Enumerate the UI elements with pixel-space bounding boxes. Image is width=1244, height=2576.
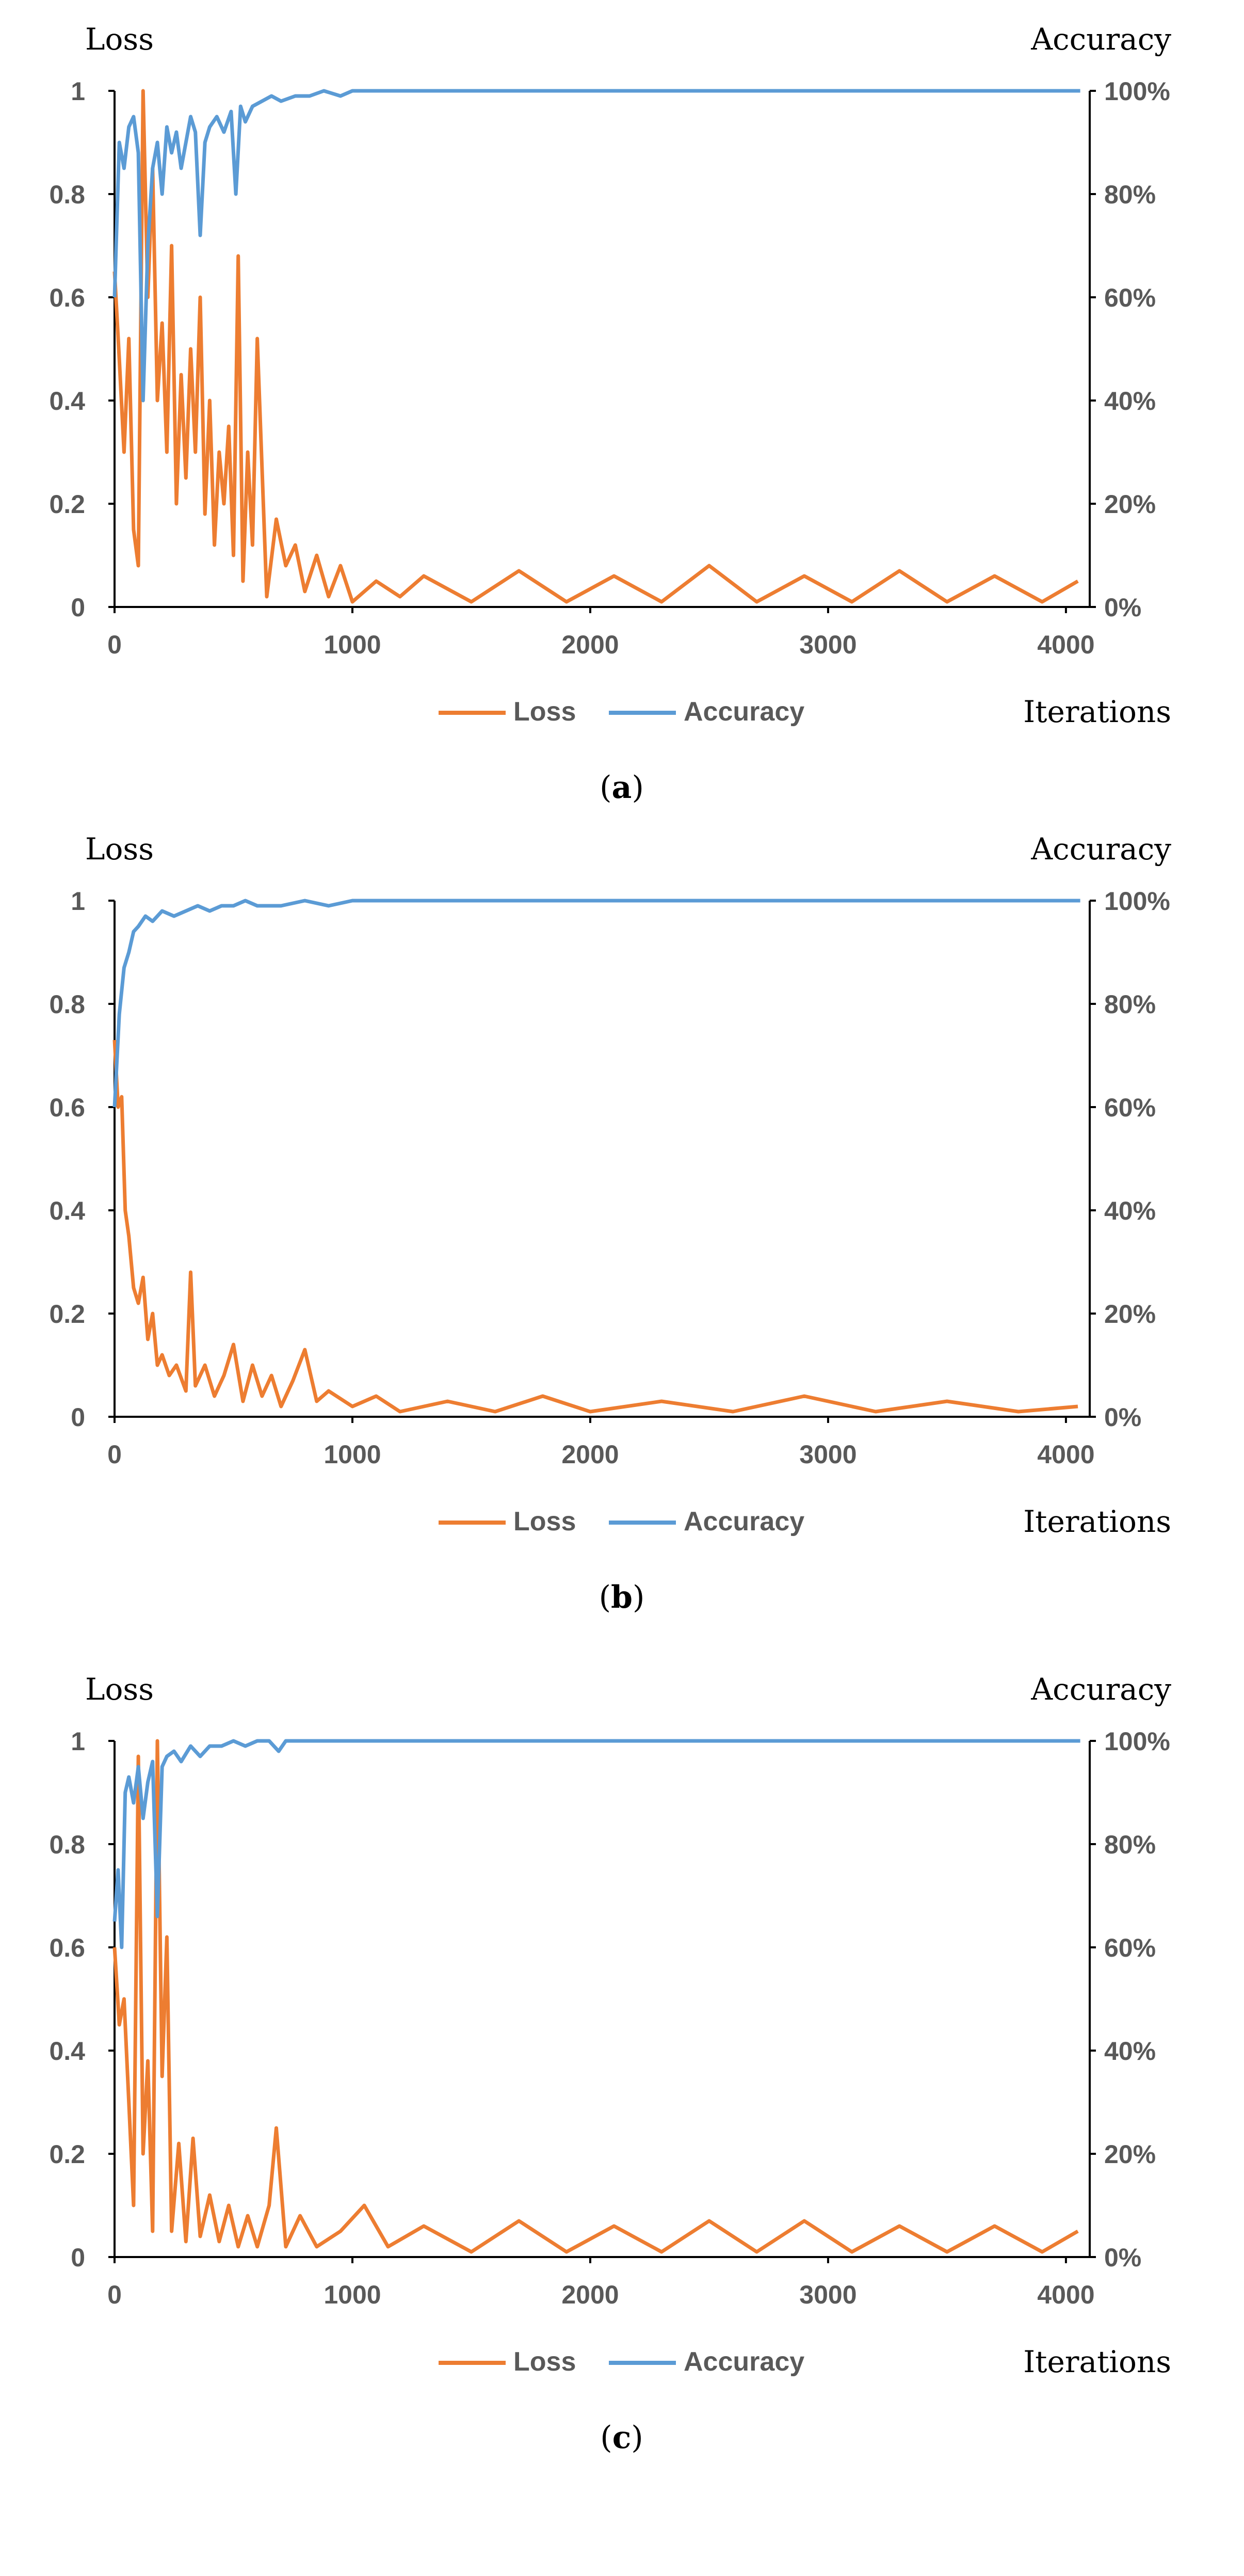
y-right-tick-label: 60% <box>1104 283 1156 312</box>
x-tick-label: 1000 <box>324 1440 381 1469</box>
y-right-tick-label: 40% <box>1104 2037 1156 2066</box>
y-right-tick-label: 20% <box>1104 490 1156 519</box>
x-tick-label: 3000 <box>799 1440 857 1469</box>
y-left-tick-label: 1 <box>71 887 85 916</box>
y-left-tick-label: 0.4 <box>49 2037 85 2066</box>
y-left-tick-label: 1 <box>71 77 85 106</box>
y-right-tick-label: 60% <box>1104 1093 1156 1122</box>
y-left-tick-label: 0.8 <box>49 990 85 1019</box>
chart-panel-c: Loss Accuracy 0 0.2 0.4 0.6 0.8 1 0% 20% 40% 60% 80%… <box>49 1672 1171 2456</box>
y-right-tick-label: 100% <box>1104 1727 1170 1756</box>
legend-label-accuracy: Accuracy <box>684 2347 804 2377</box>
y-right-tick-label: 20% <box>1104 2140 1156 2169</box>
caption-open: ( <box>600 770 611 806</box>
x-tick-label: 2000 <box>561 630 619 659</box>
x-tick-label: 3000 <box>799 2280 857 2309</box>
y-left-tick-label: 0.4 <box>49 1196 85 1225</box>
y-left-tick-label: 0.6 <box>49 283 85 312</box>
left-axis-title: Loss <box>85 831 154 867</box>
y-left-tick-label: 0.8 <box>49 180 85 209</box>
x-axis-title: Iterations <box>1023 2344 1171 2379</box>
x-tick-label: 0 <box>107 2280 122 2309</box>
y-right-tick-label: 80% <box>1104 180 1156 209</box>
series-line-loss <box>112 89 1079 604</box>
x-tick-label: 4000 <box>1037 2280 1094 2309</box>
panel-caption: (b) <box>599 1579 645 1615</box>
right-axis-title: Accuracy <box>1030 22 1171 57</box>
y-right-tick-label: 0% <box>1104 1403 1141 1432</box>
caption-close: ) <box>633 1579 644 1615</box>
x-tick-label: 2000 <box>561 1440 619 1469</box>
chart-panel-a: Loss Accuracy 0 0.2 0.4 0.6 0.8 1 0% 20% 40% 60% 80%… <box>49 22 1171 806</box>
y-right-tick-label: 20% <box>1104 1300 1156 1329</box>
y-right-tick-label: 0% <box>1104 593 1141 622</box>
x-tick-label: 4000 <box>1037 630 1094 659</box>
y-left-tick-label: 0.2 <box>49 2140 85 2169</box>
left-axis-title: Loss <box>85 22 154 57</box>
caption-letter: a <box>612 770 632 806</box>
legend-label-loss: Loss <box>513 2347 576 2377</box>
y-left-tick-label: 1 <box>71 1727 85 1756</box>
right-axis-title: Accuracy <box>1030 1672 1171 1707</box>
y-left-tick-label: 0.2 <box>49 490 85 519</box>
y-right-tick-label: 80% <box>1104 990 1156 1019</box>
y-left-tick-label: 0.8 <box>49 1830 85 1859</box>
series-line-accuracy <box>112 899 1080 1108</box>
y-right-tick-label: 40% <box>1104 387 1156 415</box>
legend-label-accuracy: Accuracy <box>684 697 804 727</box>
y-left-tick-label: 0.4 <box>49 387 85 415</box>
series-line-accuracy <box>112 1739 1080 1949</box>
y-right-tick-label: 80% <box>1104 1830 1156 1859</box>
legend: Loss Accuracy <box>439 1507 804 1537</box>
left-axis-title: Loss <box>85 1672 154 1707</box>
x-tick-label: 4000 <box>1037 1440 1094 1469</box>
y-left-tick-label: 0.6 <box>49 1093 85 1122</box>
x-axis-title: Iterations <box>1023 1504 1171 1539</box>
y-right-tick-label: 40% <box>1104 1196 1156 1225</box>
x-tick-label: 2000 <box>561 2280 619 2309</box>
x-tick-label: 1000 <box>324 2280 381 2309</box>
legend-label-loss: Loss <box>513 1507 576 1537</box>
x-tick-label: 3000 <box>799 630 857 659</box>
y-left-tick-label: 0 <box>71 593 85 622</box>
x-tick-label: 1000 <box>324 630 381 659</box>
legend-label-loss: Loss <box>513 697 576 727</box>
y-right-tick-label: 100% <box>1104 887 1170 916</box>
y-left-tick-label: 0.6 <box>49 1933 85 1962</box>
caption-open: ( <box>600 2420 612 2456</box>
x-axis-title: Iterations <box>1023 694 1171 729</box>
panel-caption: (a) <box>600 770 644 806</box>
series-line-loss <box>112 1039 1078 1414</box>
y-right-tick-label: 0% <box>1104 2243 1141 2272</box>
y-left-tick-label: 0 <box>71 1403 85 1432</box>
y-left-tick-label: 0 <box>71 2243 85 2272</box>
x-tick-label: 0 <box>107 1440 122 1469</box>
caption-close: ) <box>631 2420 643 2456</box>
y-right-tick-label: 60% <box>1104 1933 1156 1962</box>
legend-label-accuracy: Accuracy <box>684 1507 804 1537</box>
caption-open: ( <box>599 1579 611 1615</box>
legend: Loss Accuracy <box>439 2347 804 2377</box>
chart-panel-b: Loss Accuracy 0 0.2 0.4 0.6 0.8 1 0% 20% 40% 60% 80%… <box>49 831 1171 1615</box>
series-line-loss <box>112 1739 1079 2254</box>
caption-letter: b <box>611 1579 633 1615</box>
caption-close: ) <box>632 770 643 806</box>
panel-caption: (c) <box>600 2420 643 2456</box>
y-left-tick-label: 0.2 <box>49 1300 85 1329</box>
right-axis-title: Accuracy <box>1030 831 1171 867</box>
y-right-tick-label: 100% <box>1104 77 1170 106</box>
series-line-accuracy <box>112 89 1080 403</box>
legend: Loss Accuracy <box>439 697 804 727</box>
x-tick-label: 0 <box>107 630 122 659</box>
caption-letter: c <box>612 2420 632 2456</box>
